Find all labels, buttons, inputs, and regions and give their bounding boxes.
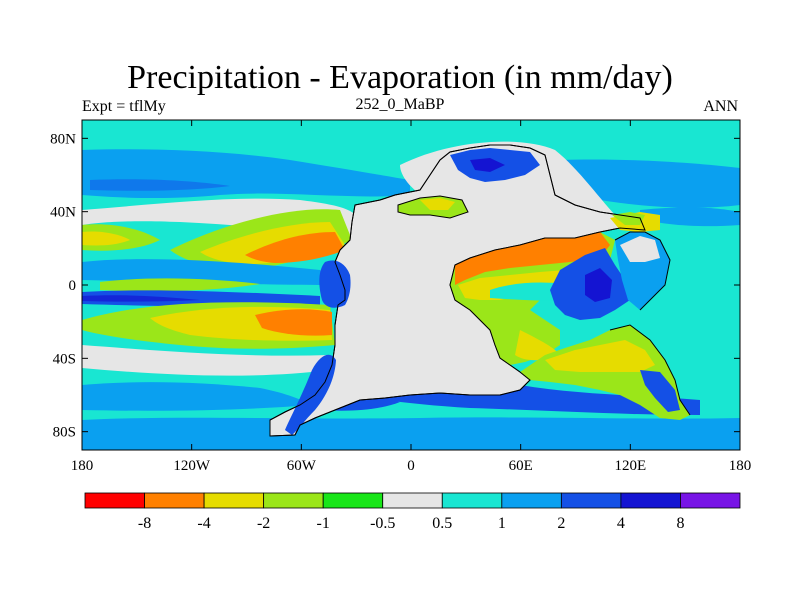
field-region <box>455 232 610 285</box>
field-region <box>82 382 310 411</box>
lat-tick-label: 0 <box>69 278 77 294</box>
coastline <box>614 231 671 311</box>
colorbar-label: 8 <box>676 515 684 532</box>
colorbar-label: -0.5 <box>370 515 395 532</box>
field-region <box>640 370 680 412</box>
field-region <box>255 309 332 336</box>
colorbar-label: 2 <box>557 515 565 532</box>
lon-tick-label: 180 <box>71 458 94 474</box>
colorbar-swatch <box>680 492 741 509</box>
plot-title: Precipitation - Evaporation (in mm/day) <box>127 59 673 96</box>
field-region <box>82 295 200 302</box>
field-region <box>82 345 330 376</box>
lon-tick-label: 60E <box>509 458 533 474</box>
colorbar-swatch <box>382 492 443 509</box>
field-region <box>520 325 690 420</box>
field-region <box>545 340 655 372</box>
axis-ticks: 180 120W 60W 0 60E 120E 180 80N 40N 0 40S 80S <box>50 120 751 474</box>
colorbar-swatch <box>620 492 681 509</box>
field-region <box>420 198 455 210</box>
colorbar-swatch <box>263 492 324 509</box>
lat-tick-label: 40N <box>50 205 76 221</box>
colorbar-swatch <box>84 492 145 509</box>
colorbar-label: 0.5 <box>432 515 452 532</box>
lon-tick-label: 60W <box>287 458 317 474</box>
pangaea-coastline <box>269 144 646 437</box>
colorbar-swatch <box>203 492 265 509</box>
colorbar: -8 -4 -2 -1 -0.5 0.5 1 2 4 8 <box>84 492 741 532</box>
field-region <box>515 330 560 361</box>
colorbar-swatch <box>560 492 622 509</box>
field-region <box>640 207 740 227</box>
lon-tick-label: 120W <box>173 458 211 474</box>
colorbar-swatch <box>322 492 384 509</box>
colorbar-label: 4 <box>617 515 625 532</box>
colorbar-label: 1 <box>498 515 506 532</box>
field-region <box>560 159 740 208</box>
field-region <box>82 417 740 436</box>
colorbar-label: -4 <box>197 515 210 532</box>
field-region <box>82 231 130 246</box>
season-label: ANN <box>703 98 738 115</box>
field-region <box>319 260 351 308</box>
lon-tick-label: 180 <box>729 458 752 474</box>
colorbar-swatch <box>441 492 503 509</box>
field-region <box>285 354 336 435</box>
field-region <box>470 158 505 172</box>
field-region <box>620 236 660 262</box>
field-region <box>100 278 260 292</box>
lon-tick-label: 120E <box>614 458 646 474</box>
colorbar-label: -8 <box>138 515 151 532</box>
colorbar-label: -2 <box>257 515 270 532</box>
lon-tick-label: 0 <box>407 458 415 474</box>
coastline <box>609 324 691 416</box>
field-region <box>245 232 345 263</box>
field-region <box>82 259 330 285</box>
field-contours <box>82 120 740 450</box>
lat-tick-label: 80N <box>50 131 76 147</box>
lat-tick-label: 80S <box>53 425 76 441</box>
period-label: 252_0_MaBP <box>355 96 445 113</box>
field-region <box>90 179 230 191</box>
colorbar-swatch <box>144 492 205 509</box>
field-region <box>82 436 740 450</box>
colorbar-swatch <box>501 492 562 509</box>
colorbar-label: -1 <box>317 515 330 532</box>
experiment-label: Expt = tflMy <box>82 98 166 115</box>
field-region <box>585 268 612 302</box>
lat-tick-label: 40S <box>53 351 76 367</box>
